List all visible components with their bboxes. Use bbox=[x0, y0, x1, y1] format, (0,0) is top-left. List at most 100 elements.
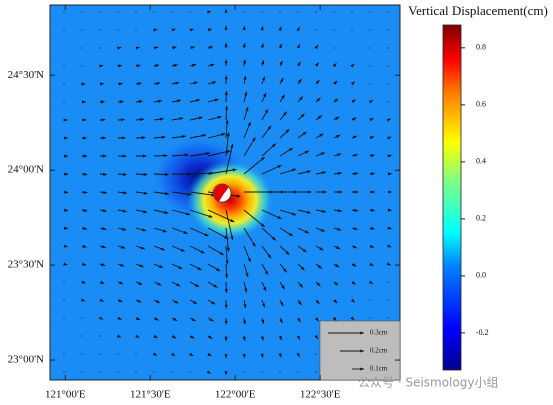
vector bbox=[243, 156, 265, 175]
vector-head bbox=[314, 334, 318, 339]
vector-head bbox=[242, 353, 246, 358]
vector-head bbox=[334, 98, 339, 103]
legend-label: 0.2cm bbox=[370, 347, 388, 355]
vector bbox=[243, 209, 265, 228]
vector-head bbox=[296, 335, 300, 340]
vector-dot bbox=[135, 371, 137, 373]
vector-head bbox=[142, 154, 147, 158]
vector-head bbox=[278, 43, 282, 48]
vector-head bbox=[160, 247, 165, 251]
vector-dot bbox=[81, 29, 83, 31]
vector-head bbox=[189, 28, 194, 32]
vector-head bbox=[319, 247, 324, 251]
vector-head bbox=[208, 46, 213, 50]
vector-head bbox=[135, 46, 140, 50]
vector-dot bbox=[315, 11, 317, 13]
vector-head bbox=[207, 352, 212, 357]
vector-head bbox=[122, 227, 127, 231]
vector-head bbox=[187, 192, 192, 196]
vector-head bbox=[197, 266, 202, 271]
vector-head bbox=[100, 82, 104, 86]
map-field bbox=[50, 5, 400, 380]
vector-head bbox=[100, 100, 105, 104]
vector-head bbox=[204, 233, 209, 237]
vector-head bbox=[261, 319, 265, 324]
vector-head bbox=[137, 299, 142, 303]
vector-dot bbox=[315, 371, 317, 373]
legend-arrow-head bbox=[360, 349, 364, 353]
vector-head bbox=[370, 226, 375, 230]
vector-head bbox=[83, 190, 88, 194]
vector-dot bbox=[135, 29, 137, 31]
vector-head bbox=[164, 210, 169, 214]
vector-head bbox=[83, 208, 88, 212]
x-tick-label: 122°30'E bbox=[300, 389, 341, 401]
vector-head bbox=[206, 10, 211, 14]
vector-head bbox=[63, 226, 68, 230]
vector-head bbox=[225, 105, 229, 110]
y-tick-label: 23°30'N bbox=[8, 259, 44, 271]
vector-head bbox=[209, 318, 214, 322]
vector-head bbox=[353, 153, 358, 157]
colorbar-tick-label: 0.2 bbox=[476, 214, 486, 223]
vector-head bbox=[298, 301, 302, 305]
vector bbox=[207, 209, 235, 223]
vector-head bbox=[370, 172, 375, 176]
vector-head bbox=[230, 143, 234, 148]
vector-dot bbox=[387, 47, 389, 49]
vector-head bbox=[283, 268, 287, 273]
vector-head bbox=[260, 157, 265, 161]
vector-dot bbox=[333, 11, 335, 13]
vector-head bbox=[103, 172, 107, 176]
vector-head bbox=[353, 227, 358, 231]
vector-head bbox=[63, 262, 68, 266]
vector-head bbox=[119, 100, 124, 104]
vector-head bbox=[179, 117, 184, 121]
vector-dot bbox=[387, 317, 389, 319]
colorbar-tick-label: 0.0 bbox=[476, 271, 486, 280]
vector-head bbox=[302, 248, 307, 253]
vector-head bbox=[245, 273, 249, 278]
vector-head bbox=[176, 283, 181, 287]
vector-head bbox=[152, 352, 157, 356]
vector-head bbox=[322, 190, 327, 194]
vector-dot bbox=[333, 29, 335, 31]
vector-head bbox=[351, 281, 356, 285]
vector-dot bbox=[81, 353, 83, 355]
vector-dot bbox=[387, 11, 389, 13]
vector-head bbox=[207, 28, 212, 32]
vector-head bbox=[192, 63, 197, 67]
vector-dot bbox=[99, 371, 101, 373]
vector-head bbox=[368, 100, 373, 104]
vector-head bbox=[63, 118, 68, 122]
vector-head bbox=[99, 298, 104, 302]
vector-head bbox=[214, 98, 219, 102]
vector-dot bbox=[279, 11, 281, 13]
vector-head bbox=[206, 370, 211, 374]
arrow-field bbox=[63, 8, 392, 376]
vector-dot bbox=[81, 335, 83, 337]
vector-head bbox=[224, 8, 228, 13]
vector-dot bbox=[387, 65, 389, 67]
vector-head bbox=[224, 304, 228, 309]
vector-head bbox=[138, 100, 143, 104]
vector-dot bbox=[81, 65, 83, 67]
vector-head bbox=[242, 43, 246, 47]
vector-head bbox=[64, 190, 69, 194]
vector-dot bbox=[369, 83, 371, 85]
vector-dot bbox=[171, 371, 173, 373]
vector bbox=[207, 168, 237, 175]
legend-arrow-head bbox=[360, 331, 364, 335]
vector-head bbox=[193, 81, 198, 85]
vector-dot bbox=[315, 29, 317, 31]
x-tick-label: 121°30'E bbox=[130, 389, 171, 401]
vector-head bbox=[243, 304, 247, 309]
vector-head bbox=[175, 81, 180, 85]
vector-head bbox=[244, 288, 248, 293]
vector-head bbox=[387, 172, 392, 176]
vector-head bbox=[336, 135, 341, 139]
vector-head bbox=[174, 300, 179, 304]
vector-head bbox=[83, 226, 87, 230]
y-tick-label: 23°00'N bbox=[8, 354, 44, 366]
vector-dot bbox=[297, 371, 299, 373]
